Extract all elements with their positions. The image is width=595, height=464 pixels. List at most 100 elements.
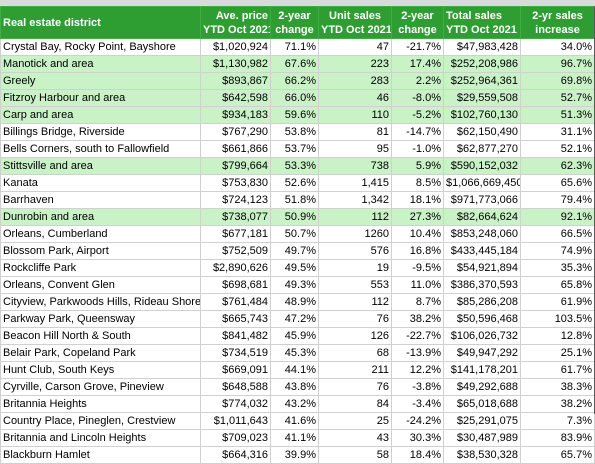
sales-increase-cell[interactable]: 12.8% [520, 327, 595, 345]
unit-change-cell[interactable]: -5.2% [391, 106, 444, 124]
price-change-cell[interactable]: 45.3% [270, 344, 319, 362]
price-change-cell[interactable]: 49.5% [270, 259, 319, 277]
header-unit-change[interactable]: 2-year change [391, 6, 444, 39]
price-change-cell[interactable]: 39.9% [270, 446, 319, 464]
unit-sales-cell[interactable]: 76 [318, 378, 392, 396]
unit-change-cell[interactable]: 16.8% [391, 242, 444, 260]
price-change-cell[interactable]: 41.6% [270, 412, 319, 430]
unit-change-cell[interactable]: 27.3% [391, 208, 444, 226]
unit-sales-cell[interactable]: 43 [318, 429, 392, 447]
ave-price-cell[interactable]: $661,866 [200, 140, 271, 158]
price-change-cell[interactable]: 48.9% [270, 293, 319, 311]
ave-price-cell[interactable]: $709,023 [200, 429, 271, 447]
district-cell[interactable]: Cityview, Parkwoods Hills, Rideau Shore [0, 293, 201, 311]
unit-sales-cell[interactable]: 126 [318, 327, 392, 345]
price-change-cell[interactable]: 53.7% [270, 140, 319, 158]
price-change-cell[interactable]: 47.2% [270, 310, 319, 328]
district-cell[interactable]: Stittsville and area [0, 157, 201, 175]
unit-sales-cell[interactable]: 1,415 [318, 174, 392, 192]
district-cell[interactable]: Hunt Club, South Keys [0, 361, 201, 379]
unit-sales-cell[interactable]: 738 [318, 157, 392, 175]
total-sales-cell[interactable]: $141,178,201 [443, 361, 521, 379]
ave-price-cell[interactable]: $734,519 [200, 344, 271, 362]
unit-sales-cell[interactable]: 19 [318, 259, 392, 277]
unit-sales-cell[interactable]: 553 [318, 276, 392, 294]
sales-increase-cell[interactable]: 51.3% [520, 106, 595, 124]
unit-sales-cell[interactable]: 1260 [318, 225, 392, 243]
unit-sales-cell[interactable]: 283 [318, 72, 392, 90]
price-change-cell[interactable]: 66.0% [270, 89, 319, 107]
price-change-cell[interactable]: 52.6% [270, 174, 319, 192]
unit-change-cell[interactable]: 2.2% [391, 72, 444, 90]
unit-change-cell[interactable]: 5.9% [391, 157, 444, 175]
sales-increase-cell[interactable]: 52.1% [520, 140, 595, 158]
ave-price-cell[interactable]: $2,890,626 [200, 259, 271, 277]
unit-change-cell[interactable]: -21.7% [391, 38, 444, 56]
district-cell[interactable]: Cyrville, Carson Grove, Pineview [0, 378, 201, 396]
unit-sales-cell[interactable]: 46 [318, 89, 392, 107]
unit-sales-cell[interactable]: 211 [318, 361, 392, 379]
unit-change-cell[interactable]: -14.7% [391, 123, 444, 141]
ave-price-cell[interactable]: $774,032 [200, 395, 271, 413]
total-sales-cell[interactable]: $252,208,986 [443, 55, 521, 73]
district-cell[interactable]: Orleans, Cumberland [0, 225, 201, 243]
district-cell[interactable]: Bells Corners, south to Fallowfield [0, 140, 201, 158]
unit-sales-cell[interactable]: 58 [318, 446, 392, 464]
unit-change-cell[interactable]: 18.1% [391, 191, 444, 209]
total-sales-cell[interactable]: $49,947,292 [443, 344, 521, 362]
sales-increase-cell[interactable]: 34.0% [520, 38, 595, 56]
ave-price-cell[interactable]: $648,588 [200, 378, 271, 396]
price-change-cell[interactable]: 67.6% [270, 55, 319, 73]
district-cell[interactable]: Parkway Park, Queensway [0, 310, 201, 328]
ave-price-cell[interactable]: $753,830 [200, 174, 271, 192]
header-price-change[interactable]: 2-year change [270, 6, 319, 39]
unit-change-cell[interactable]: -24.2% [391, 412, 444, 430]
total-sales-cell[interactable]: $65,018,688 [443, 395, 521, 413]
sales-increase-cell[interactable]: 65.6% [520, 174, 595, 192]
district-cell[interactable]: Rockcliffe Park [0, 259, 201, 277]
ave-price-cell[interactable]: $752,509 [200, 242, 271, 260]
header-sales-increase[interactable]: 2-yr sales increase [520, 6, 595, 39]
header-ave-price[interactable]: Ave. price YTD Oct 2021 [200, 6, 271, 39]
ave-price-cell[interactable]: $761,484 [200, 293, 271, 311]
sales-increase-cell[interactable]: 83.9% [520, 429, 595, 447]
unit-sales-cell[interactable]: 68 [318, 344, 392, 362]
unit-change-cell[interactable]: 10.4% [391, 225, 444, 243]
unit-sales-cell[interactable]: 47 [318, 38, 392, 56]
unit-change-cell[interactable]: -8.0% [391, 89, 444, 107]
district-cell[interactable]: Fitzroy Harbour and area [0, 89, 201, 107]
price-change-cell[interactable]: 43.8% [270, 378, 319, 396]
unit-change-cell[interactable]: -3.4% [391, 395, 444, 413]
unit-sales-cell[interactable]: 95 [318, 140, 392, 158]
total-sales-cell[interactable]: $38,530,328 [443, 446, 521, 464]
unit-change-cell[interactable]: 18.4% [391, 446, 444, 464]
sales-increase-cell[interactable]: 38.3% [520, 378, 595, 396]
unit-sales-cell[interactable]: 1,342 [318, 191, 392, 209]
price-change-cell[interactable]: 49.3% [270, 276, 319, 294]
sales-increase-cell[interactable]: 31.1% [520, 123, 595, 141]
unit-sales-cell[interactable]: 112 [318, 208, 392, 226]
ave-price-cell[interactable]: $893,867 [200, 72, 271, 90]
district-cell[interactable]: Britannia and Lincoln Heights [0, 429, 201, 447]
unit-sales-cell[interactable]: 81 [318, 123, 392, 141]
total-sales-cell[interactable]: $85,286,208 [443, 293, 521, 311]
total-sales-cell[interactable]: $82,664,624 [443, 208, 521, 226]
sales-increase-cell[interactable]: 62.3% [520, 157, 595, 175]
sales-increase-cell[interactable]: 52.7% [520, 89, 595, 107]
price-change-cell[interactable]: 50.7% [270, 225, 319, 243]
district-cell[interactable]: Billings Bridge, Riverside [0, 123, 201, 141]
sales-increase-cell[interactable]: 61.7% [520, 361, 595, 379]
total-sales-cell[interactable]: $590,152,032 [443, 157, 521, 175]
total-sales-cell[interactable]: $47,983,428 [443, 38, 521, 56]
price-change-cell[interactable]: 66.2% [270, 72, 319, 90]
total-sales-cell[interactable]: $62,877,270 [443, 140, 521, 158]
header-total-sales[interactable]: Total sales YTD Oct 2021 [443, 6, 521, 39]
sales-increase-cell[interactable]: 65.8% [520, 276, 595, 294]
total-sales-cell[interactable]: $30,487,989 [443, 429, 521, 447]
total-sales-cell[interactable]: $252,964,361 [443, 72, 521, 90]
unit-change-cell[interactable]: -3.8% [391, 378, 444, 396]
sales-increase-cell[interactable]: 96.7% [520, 55, 595, 73]
price-change-cell[interactable]: 59.6% [270, 106, 319, 124]
unit-change-cell[interactable]: -22.7% [391, 327, 444, 345]
district-cell[interactable]: Orleans, Convent Glen [0, 276, 201, 294]
